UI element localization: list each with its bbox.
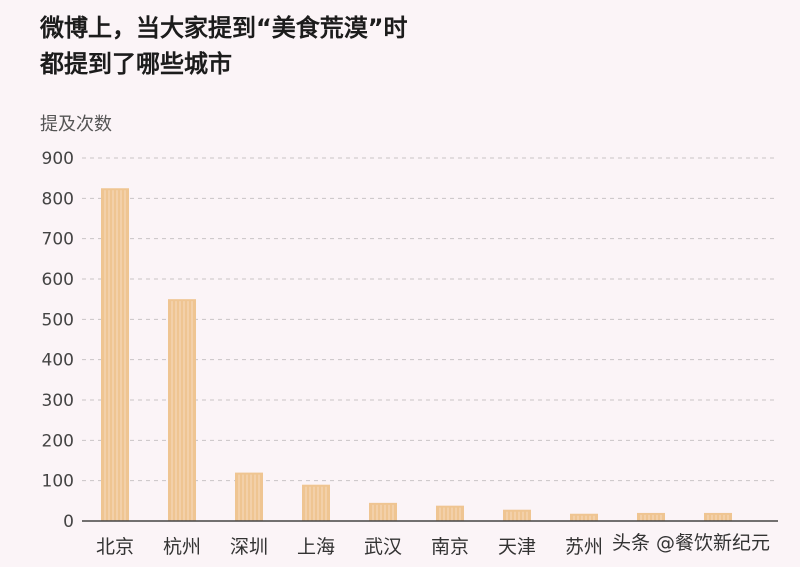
y-axis-label: 提及次数: [40, 114, 112, 135]
title-line-1: 微博上，当大家提到“美食荒漠”时: [40, 14, 408, 42]
bar: [503, 509, 531, 521]
bar: [704, 512, 732, 521]
title-line-2: 都提到了哪些城市: [40, 50, 232, 78]
bar: [235, 472, 263, 521]
y-tick-label: 300: [42, 391, 74, 411]
bar: [570, 513, 598, 521]
x-tick-label: 武汉: [364, 536, 402, 558]
x-tick-label: 天津: [498, 536, 536, 558]
bar: [168, 299, 196, 521]
y-tick-label: 900: [42, 149, 74, 169]
chart-title: 微博上，当大家提到“美食荒漠”时 都提到了哪些城市: [40, 10, 408, 82]
bar: [369, 502, 397, 521]
watermark: 头条 @餐饮新纪元: [612, 532, 771, 554]
y-tick-label: 700: [42, 230, 74, 250]
y-tick-label: 600: [42, 270, 74, 290]
y-tick-label: 0: [63, 512, 74, 532]
bar: [637, 512, 665, 521]
bar: [436, 505, 464, 521]
x-tick-label: 深圳: [230, 536, 268, 558]
y-tick-label: 500: [42, 310, 74, 330]
x-tick-label: 南京: [431, 536, 469, 558]
x-tick-label: 杭州: [163, 536, 201, 558]
y-tick-label: 100: [42, 472, 74, 492]
x-tick-label: 上海: [297, 536, 335, 558]
x-tick-label: 北京: [96, 536, 134, 558]
y-tick-label: 400: [42, 351, 74, 371]
x-tick-label: 苏州: [565, 536, 603, 558]
y-tick-label: 200: [42, 431, 74, 451]
bar: [302, 484, 330, 521]
bar: [101, 188, 129, 521]
y-tick-label: 800: [42, 189, 74, 209]
